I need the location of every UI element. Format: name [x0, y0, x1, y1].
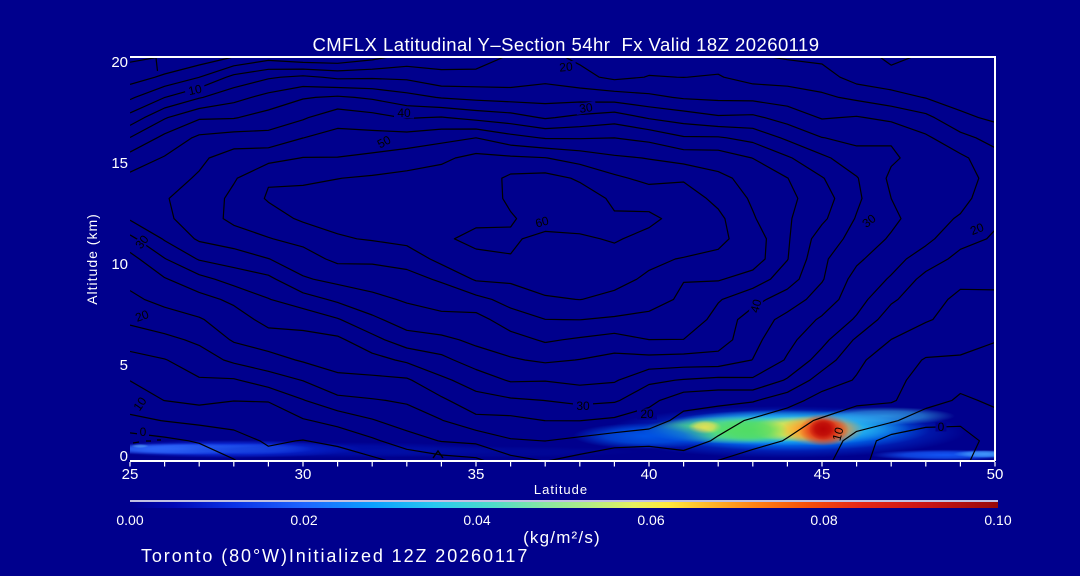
- svg-text:10: 10: [111, 256, 128, 273]
- svg-text:20: 20: [559, 59, 574, 74]
- svg-text:50: 50: [987, 466, 1004, 483]
- svg-text:30: 30: [295, 466, 312, 483]
- svg-text:20: 20: [968, 220, 986, 238]
- svg-text:Altitude (km): Altitude (km): [84, 213, 100, 305]
- svg-text:0.00: 0.00: [116, 512, 143, 528]
- svg-text:25: 25: [122, 466, 139, 483]
- svg-text:0: 0: [120, 448, 128, 465]
- svg-text:20: 20: [111, 54, 128, 71]
- svg-text:0.10: 0.10: [984, 512, 1011, 528]
- svg-text:0.04: 0.04: [463, 512, 490, 528]
- svg-text:35: 35: [468, 466, 485, 483]
- svg-text:0.02: 0.02: [290, 512, 317, 528]
- svg-text:0: 0: [140, 425, 147, 439]
- svg-text:Toronto (80°W)Initialized 12Z: Toronto (80°W)Initialized 12Z 20260117: [141, 546, 529, 566]
- svg-text:60: 60: [534, 213, 551, 230]
- svg-text:Latitude: Latitude: [534, 482, 588, 497]
- svg-text:30: 30: [576, 399, 590, 413]
- svg-text:15: 15: [111, 155, 128, 172]
- svg-text:30: 30: [578, 100, 593, 116]
- svg-text:0.08: 0.08: [810, 512, 837, 528]
- svg-text:CMFLX Latitudinal Y–Section 54: CMFLX Latitudinal Y–Section 54hr Fx Vali…: [312, 34, 819, 55]
- svg-text:40: 40: [397, 106, 411, 120]
- svg-text:20: 20: [640, 407, 654, 421]
- svg-text:40: 40: [641, 466, 658, 483]
- svg-text:10: 10: [187, 82, 203, 99]
- svg-text:5: 5: [120, 357, 128, 374]
- svg-text:0.06: 0.06: [637, 512, 664, 528]
- svg-text:40: 40: [748, 297, 765, 314]
- svg-text:20: 20: [133, 307, 151, 325]
- svg-text:0: 0: [938, 420, 945, 434]
- svg-text:45: 45: [814, 466, 831, 483]
- svg-text:50: 50: [375, 133, 394, 152]
- svg-text:10: 10: [830, 425, 847, 442]
- svg-text:(kg/m²/s): (kg/m²/s): [523, 528, 601, 547]
